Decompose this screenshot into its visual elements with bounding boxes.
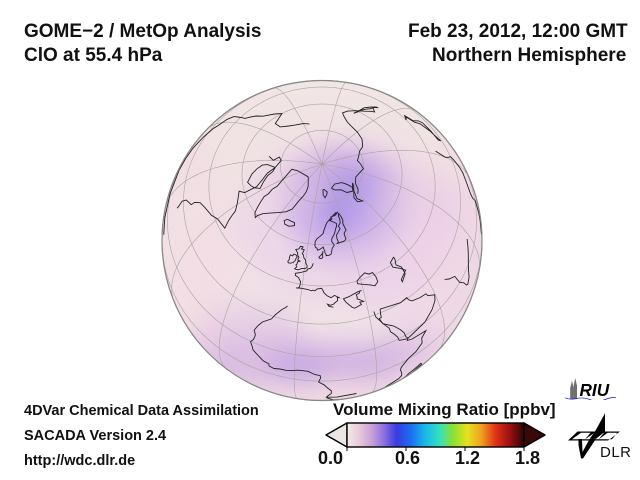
svg-text:RIU: RIU [580, 380, 610, 400]
